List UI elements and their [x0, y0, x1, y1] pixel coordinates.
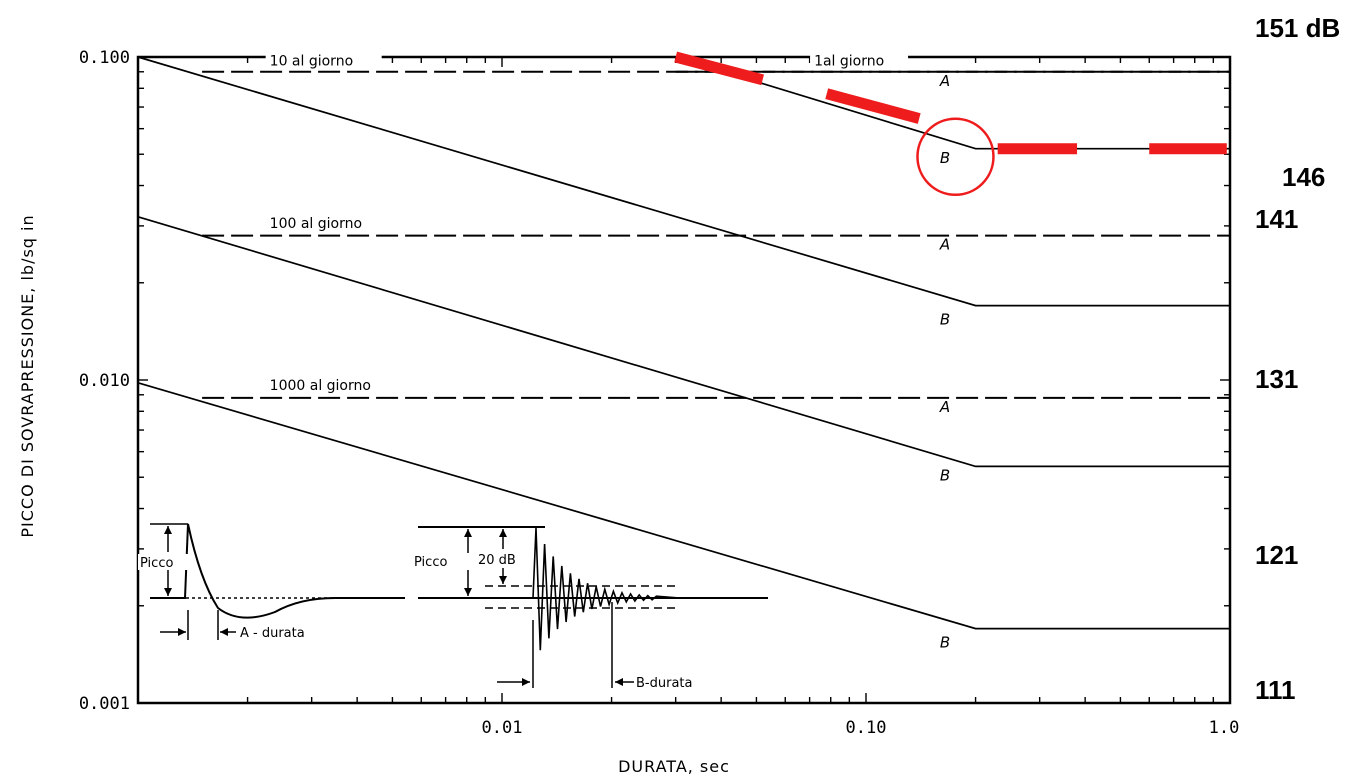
curve-b-1000-al-giorno [137, 381, 1230, 630]
curve-label-bg [810, 51, 909, 70]
curve-label-bg [265, 214, 391, 233]
highlight-dash [674, 51, 765, 86]
inset-b-oscillation [532, 527, 681, 651]
curve-labels: 10 al giorno 1al giorno 100 al giorno 1000 … [265, 51, 909, 395]
curve-type-label: B [940, 149, 950, 167]
inset-b-peak-arrowhead-bottom [464, 588, 472, 596]
inset-b-db-arrowhead [499, 529, 507, 537]
inset-b-peak-label: Picco [414, 555, 447, 570]
highlight-circle [916, 117, 995, 196]
db-level-label: 146 [1282, 162, 1325, 192]
inset-b-db-arrowhead-bottom [499, 576, 507, 584]
curve-b-100-al-giorno [137, 215, 1230, 468]
highlight-layer [674, 51, 1227, 196]
right-db-labels: 151 dB 146 141 131 121 111 [1255, 13, 1340, 705]
db-level-label: 121 [1255, 540, 1298, 570]
inset-a-peak-arrow-head-bottom [164, 588, 172, 596]
inset-a-waveform: Picco A - durata [138, 523, 405, 641]
curve-type-label: B [940, 634, 950, 652]
curve-type-label: A [939, 398, 950, 416]
curve-type-labels: A B A B A B B [939, 72, 950, 652]
inset-a-duration-arrowhead-left [178, 628, 186, 636]
curve-label: 1000 al giorno [270, 378, 371, 394]
x-axis-title: DURATA, sec [618, 757, 730, 776]
curve-type-label: A [939, 72, 950, 90]
inset-a-duration-arrowhead-right [220, 628, 228, 636]
inset-a-label-bg [138, 554, 188, 570]
curve-type-label: A [939, 235, 950, 253]
inset-b-duration-arrowhead-right [615, 678, 623, 686]
curve-label: 10 al giorno [270, 54, 353, 70]
x-tick-label: 1.0 [1209, 718, 1240, 738]
curve-b-10-al-giorno [137, 56, 1230, 307]
inset-b-duration-label: B-durata [636, 676, 692, 691]
db-level-label: 141 [1255, 204, 1298, 234]
db-level-label: 111 [1255, 675, 1296, 705]
inset-b-peak-arrowhead [464, 529, 472, 537]
curve-type-label: B [940, 466, 950, 484]
y-tick-label: 0.010 [79, 371, 130, 391]
db-level-label: 151 dB [1255, 13, 1340, 43]
curve-type-label: B [940, 311, 950, 329]
y-tick-label: 0.100 [79, 48, 130, 68]
highlight-dash [825, 88, 921, 124]
x-tick-label: 0.10 [846, 718, 887, 738]
inset-a-peak-label: Picco [140, 556, 173, 571]
db-level-label: 131 [1255, 364, 1298, 394]
inset-b-db-label: 20 dB [478, 553, 516, 568]
curve-label: 1al giorno [814, 54, 884, 70]
inset-b-duration-arrowhead-left [522, 678, 530, 686]
inset-a-pulse [150, 523, 370, 619]
inset-b-peak-label-bg [410, 553, 464, 569]
inset-a-peak-arrow-head [164, 526, 172, 534]
inset-b-waveform: Picco 20 dB B-durata [410, 526, 768, 691]
curve-label: 100 al giorno [270, 216, 362, 232]
x-tick-label: 0.01 [482, 718, 523, 738]
x-tick-labels: 0.01 0.10 1.0 [482, 718, 1240, 738]
curve-label-bg [265, 51, 382, 70]
y-tick-label: 0.001 [79, 694, 130, 714]
inset-a-duration-label: A - durata [240, 626, 305, 641]
y-axis-title: PICCO DI SOVRAPRESSIONE, lb/sq in [18, 214, 37, 537]
curve-label-bg [265, 376, 400, 395]
curve-b-1al-giorno [675, 56, 1230, 150]
inset-b-db-label-bg [476, 551, 532, 567]
y-tick-labels: 0.100 0.010 0.001 [79, 48, 130, 714]
